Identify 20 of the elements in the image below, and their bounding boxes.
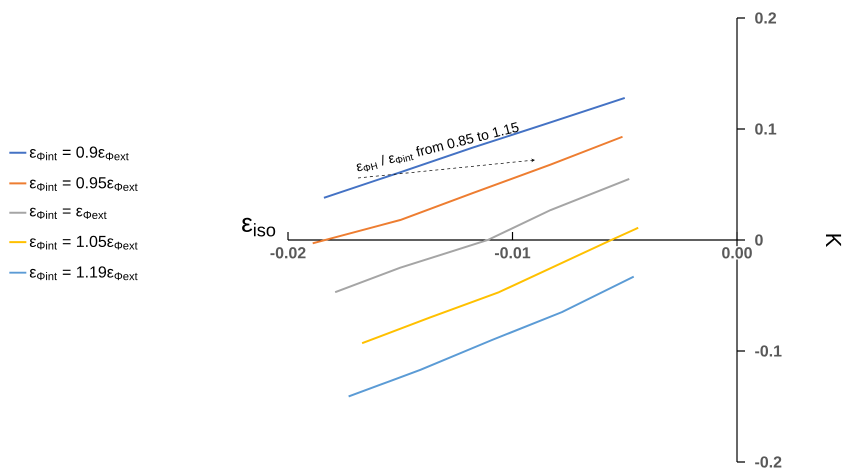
y-tick-label: -0.1	[755, 345, 782, 357]
line-series	[348, 276, 635, 398]
y-tick-label: 0	[755, 234, 763, 246]
x-tick-label: -0.01	[494, 247, 530, 258]
line-series	[334, 178, 630, 294]
y-tick-label: -0.2	[755, 456, 782, 468]
y-tick-label: 0.2	[755, 12, 776, 24]
x-axis-title: ε$_{iso}$	[242, 218, 276, 236]
x-tick-label: -0.02	[270, 247, 306, 258]
legend-label: ε$_{Φint}$ = 1.19ε$_{Φext}$	[30, 266, 138, 280]
legend-label: ε$_{Φint}$ = ε$_{Φext}$	[30, 208, 107, 219]
legend-label: ε$_{Φint}$ = 0.9ε$_{Φext}$	[30, 146, 129, 160]
x-tick-label: 0.00	[722, 247, 752, 258]
y-tick-label: 0.1	[755, 123, 776, 135]
y-axis-title: K	[826, 234, 842, 248]
legend-label: ε$_{Φint}$ = 1.05ε$_{Φext}$	[30, 236, 138, 250]
line-series	[361, 226, 640, 344]
line-series	[322, 96, 626, 199]
annotation: ε$_{ΦH}$ / ε$_{Φint}$ from 0.85 to 1.15	[356, 122, 519, 172]
legend-label: ε$_{Φint}$ = 0.95ε$_{Φext}$	[30, 177, 138, 191]
